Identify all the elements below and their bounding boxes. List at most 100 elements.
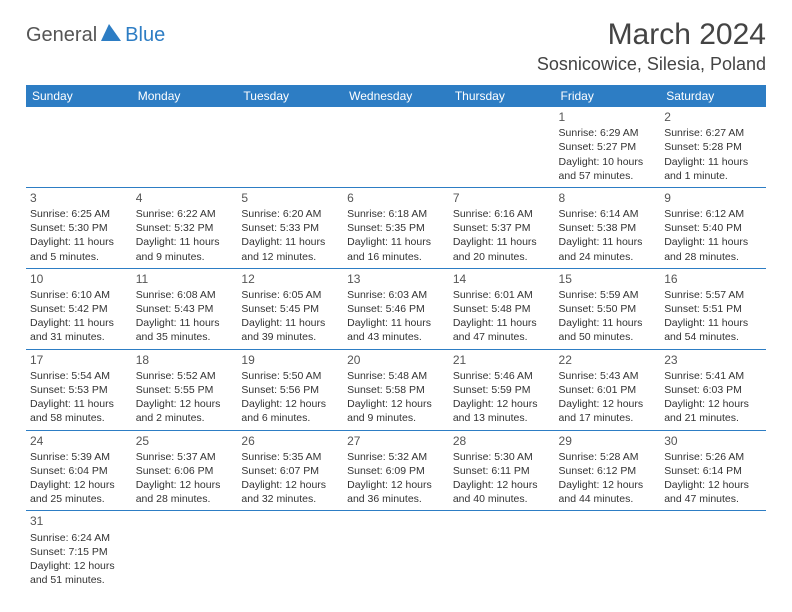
sunset-text: Sunset: 5:40 PM: [664, 221, 762, 235]
sunrise-text: Sunrise: 5:32 AM: [347, 450, 445, 464]
calendar-cell: 26Sunrise: 5:35 AMSunset: 6:07 PMDayligh…: [237, 430, 343, 511]
sunset-text: Sunset: 5:58 PM: [347, 383, 445, 397]
daylight-text: Daylight: 12 hours and 47 minutes.: [664, 478, 762, 506]
sunset-text: Sunset: 5:43 PM: [136, 302, 234, 316]
logo-text-2: Blue: [125, 24, 165, 47]
calendar-cell: [343, 107, 449, 187]
day-number: 13: [347, 271, 445, 287]
sunset-text: Sunset: 6:09 PM: [347, 464, 445, 478]
calendar-cell: 4Sunrise: 6:22 AMSunset: 5:32 PMDaylight…: [132, 187, 238, 268]
calendar-cell: 6Sunrise: 6:18 AMSunset: 5:35 PMDaylight…: [343, 187, 449, 268]
daylight-text: Daylight: 12 hours and 2 minutes.: [136, 397, 234, 425]
day-number: 22: [559, 352, 657, 368]
sunset-text: Sunset: 5:37 PM: [453, 221, 551, 235]
calendar-cell: 25Sunrise: 5:37 AMSunset: 6:06 PMDayligh…: [132, 430, 238, 511]
daylight-text: Daylight: 12 hours and 6 minutes.: [241, 397, 339, 425]
calendar-cell: 21Sunrise: 5:46 AMSunset: 5:59 PMDayligh…: [449, 349, 555, 430]
weekday-header: Friday: [555, 85, 661, 107]
sunrise-text: Sunrise: 5:28 AM: [559, 450, 657, 464]
daylight-text: Daylight: 11 hours and 47 minutes.: [453, 316, 551, 344]
day-number: 30: [664, 433, 762, 449]
sunset-text: Sunset: 5:59 PM: [453, 383, 551, 397]
calendar-week: 10Sunrise: 6:10 AMSunset: 5:42 PMDayligh…: [26, 268, 766, 349]
daylight-text: Daylight: 11 hours and 58 minutes.: [30, 397, 128, 425]
day-number: 26: [241, 433, 339, 449]
daylight-text: Daylight: 12 hours and 40 minutes.: [453, 478, 551, 506]
title-block: March 2024 Sosnicowice, Silesia, Poland: [537, 18, 766, 75]
daylight-text: Daylight: 12 hours and 17 minutes.: [559, 397, 657, 425]
day-number: 24: [30, 433, 128, 449]
calendar-week: 31Sunrise: 6:24 AMSunset: 7:15 PMDayligh…: [26, 511, 766, 591]
calendar-week: 24Sunrise: 5:39 AMSunset: 6:04 PMDayligh…: [26, 430, 766, 511]
sunset-text: Sunset: 5:56 PM: [241, 383, 339, 397]
day-number: 17: [30, 352, 128, 368]
sunrise-text: Sunrise: 5:48 AM: [347, 369, 445, 383]
sunrise-text: Sunrise: 6:24 AM: [30, 531, 128, 545]
daylight-text: Daylight: 11 hours and 50 minutes.: [559, 316, 657, 344]
sunrise-text: Sunrise: 6:18 AM: [347, 207, 445, 221]
location: Sosnicowice, Silesia, Poland: [537, 54, 766, 75]
daylight-text: Daylight: 12 hours and 44 minutes.: [559, 478, 657, 506]
calendar-cell: 2Sunrise: 6:27 AMSunset: 5:28 PMDaylight…: [660, 107, 766, 187]
daylight-text: Daylight: 12 hours and 9 minutes.: [347, 397, 445, 425]
logo-sail-icon: [101, 24, 123, 47]
daylight-text: Daylight: 10 hours and 57 minutes.: [559, 155, 657, 183]
sunset-text: Sunset: 5:27 PM: [559, 140, 657, 154]
daylight-text: Daylight: 11 hours and 54 minutes.: [664, 316, 762, 344]
calendar-cell: 18Sunrise: 5:52 AMSunset: 5:55 PMDayligh…: [132, 349, 238, 430]
daylight-text: Daylight: 12 hours and 28 minutes.: [136, 478, 234, 506]
day-number: 23: [664, 352, 762, 368]
daylight-text: Daylight: 11 hours and 5 minutes.: [30, 235, 128, 263]
day-number: 25: [136, 433, 234, 449]
logo-text-1: General: [26, 24, 97, 47]
sunset-text: Sunset: 6:06 PM: [136, 464, 234, 478]
calendar-cell: 23Sunrise: 5:41 AMSunset: 6:03 PMDayligh…: [660, 349, 766, 430]
calendar-cell: [26, 107, 132, 187]
day-number: 31: [30, 513, 128, 529]
sunset-text: Sunset: 6:14 PM: [664, 464, 762, 478]
day-number: 10: [30, 271, 128, 287]
daylight-text: Daylight: 12 hours and 36 minutes.: [347, 478, 445, 506]
sunrise-text: Sunrise: 5:26 AM: [664, 450, 762, 464]
day-number: 8: [559, 190, 657, 206]
sunrise-text: Sunrise: 6:25 AM: [30, 207, 128, 221]
sunrise-text: Sunrise: 5:54 AM: [30, 369, 128, 383]
calendar-week: 1Sunrise: 6:29 AMSunset: 5:27 PMDaylight…: [26, 107, 766, 187]
calendar-cell: 31Sunrise: 6:24 AMSunset: 7:15 PMDayligh…: [26, 511, 132, 591]
calendar-cell: 15Sunrise: 5:59 AMSunset: 5:50 PMDayligh…: [555, 268, 661, 349]
sunrise-text: Sunrise: 6:14 AM: [559, 207, 657, 221]
calendar-cell: 20Sunrise: 5:48 AMSunset: 5:58 PMDayligh…: [343, 349, 449, 430]
sunrise-text: Sunrise: 5:46 AM: [453, 369, 551, 383]
daylight-text: Daylight: 11 hours and 16 minutes.: [347, 235, 445, 263]
calendar-table: SundayMondayTuesdayWednesdayThursdayFrid…: [26, 85, 766, 591]
day-number: 18: [136, 352, 234, 368]
sunrise-text: Sunrise: 6:29 AM: [559, 126, 657, 140]
calendar-week: 17Sunrise: 5:54 AMSunset: 5:53 PMDayligh…: [26, 349, 766, 430]
sunset-text: Sunset: 5:33 PM: [241, 221, 339, 235]
sunrise-text: Sunrise: 6:12 AM: [664, 207, 762, 221]
calendar-cell: 7Sunrise: 6:16 AMSunset: 5:37 PMDaylight…: [449, 187, 555, 268]
daylight-text: Daylight: 11 hours and 43 minutes.: [347, 316, 445, 344]
day-number: 20: [347, 352, 445, 368]
day-number: 3: [30, 190, 128, 206]
weekday-header: Thursday: [449, 85, 555, 107]
daylight-text: Daylight: 12 hours and 51 minutes.: [30, 559, 128, 587]
calendar-cell: 8Sunrise: 6:14 AMSunset: 5:38 PMDaylight…: [555, 187, 661, 268]
day-number: 29: [559, 433, 657, 449]
weekday-header: Monday: [132, 85, 238, 107]
daylight-text: Daylight: 11 hours and 20 minutes.: [453, 235, 551, 263]
day-number: 7: [453, 190, 551, 206]
weekday-header: Wednesday: [343, 85, 449, 107]
sunset-text: Sunset: 5:42 PM: [30, 302, 128, 316]
day-number: 16: [664, 271, 762, 287]
day-number: 15: [559, 271, 657, 287]
sunrise-text: Sunrise: 6:08 AM: [136, 288, 234, 302]
calendar-cell: 5Sunrise: 6:20 AMSunset: 5:33 PMDaylight…: [237, 187, 343, 268]
day-number: 2: [664, 109, 762, 125]
daylight-text: Daylight: 11 hours and 35 minutes.: [136, 316, 234, 344]
daylight-text: Daylight: 11 hours and 9 minutes.: [136, 235, 234, 263]
sunrise-text: Sunrise: 6:03 AM: [347, 288, 445, 302]
day-number: 4: [136, 190, 234, 206]
sunrise-text: Sunrise: 6:22 AM: [136, 207, 234, 221]
calendar-cell: [660, 511, 766, 591]
